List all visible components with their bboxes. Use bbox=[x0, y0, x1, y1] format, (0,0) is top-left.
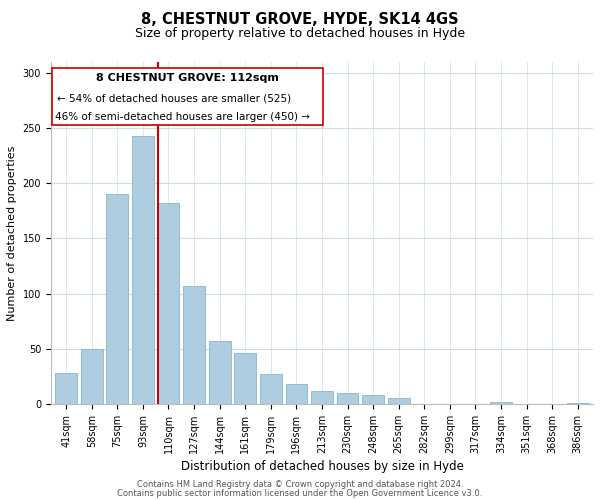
Bar bbox=[209, 341, 230, 404]
FancyBboxPatch shape bbox=[52, 68, 323, 125]
Bar bbox=[132, 136, 154, 404]
Text: Contains public sector information licensed under the Open Government Licence v3: Contains public sector information licen… bbox=[118, 488, 482, 498]
Bar bbox=[311, 391, 333, 404]
Y-axis label: Number of detached properties: Number of detached properties bbox=[7, 146, 17, 320]
Bar bbox=[337, 393, 358, 404]
Bar bbox=[183, 286, 205, 404]
Bar bbox=[235, 354, 256, 404]
Bar bbox=[158, 203, 179, 404]
Bar bbox=[362, 395, 384, 404]
Text: ← 54% of detached houses are smaller (525): ← 54% of detached houses are smaller (52… bbox=[58, 94, 292, 104]
Bar bbox=[55, 373, 77, 404]
Text: Contains HM Land Registry data © Crown copyright and database right 2024.: Contains HM Land Registry data © Crown c… bbox=[137, 480, 463, 489]
Bar bbox=[490, 402, 512, 404]
Bar bbox=[106, 194, 128, 404]
Bar bbox=[286, 384, 307, 404]
Bar bbox=[81, 349, 103, 404]
Text: Size of property relative to detached houses in Hyde: Size of property relative to detached ho… bbox=[135, 28, 465, 40]
X-axis label: Distribution of detached houses by size in Hyde: Distribution of detached houses by size … bbox=[181, 460, 463, 473]
Text: 46% of semi-detached houses are larger (450) →: 46% of semi-detached houses are larger (… bbox=[55, 112, 310, 122]
Bar bbox=[567, 403, 589, 404]
Bar bbox=[260, 374, 281, 404]
Text: 8 CHESTNUT GROVE: 112sqm: 8 CHESTNUT GROVE: 112sqm bbox=[96, 73, 279, 83]
Text: 8, CHESTNUT GROVE, HYDE, SK14 4GS: 8, CHESTNUT GROVE, HYDE, SK14 4GS bbox=[141, 12, 459, 28]
Bar bbox=[388, 398, 410, 404]
